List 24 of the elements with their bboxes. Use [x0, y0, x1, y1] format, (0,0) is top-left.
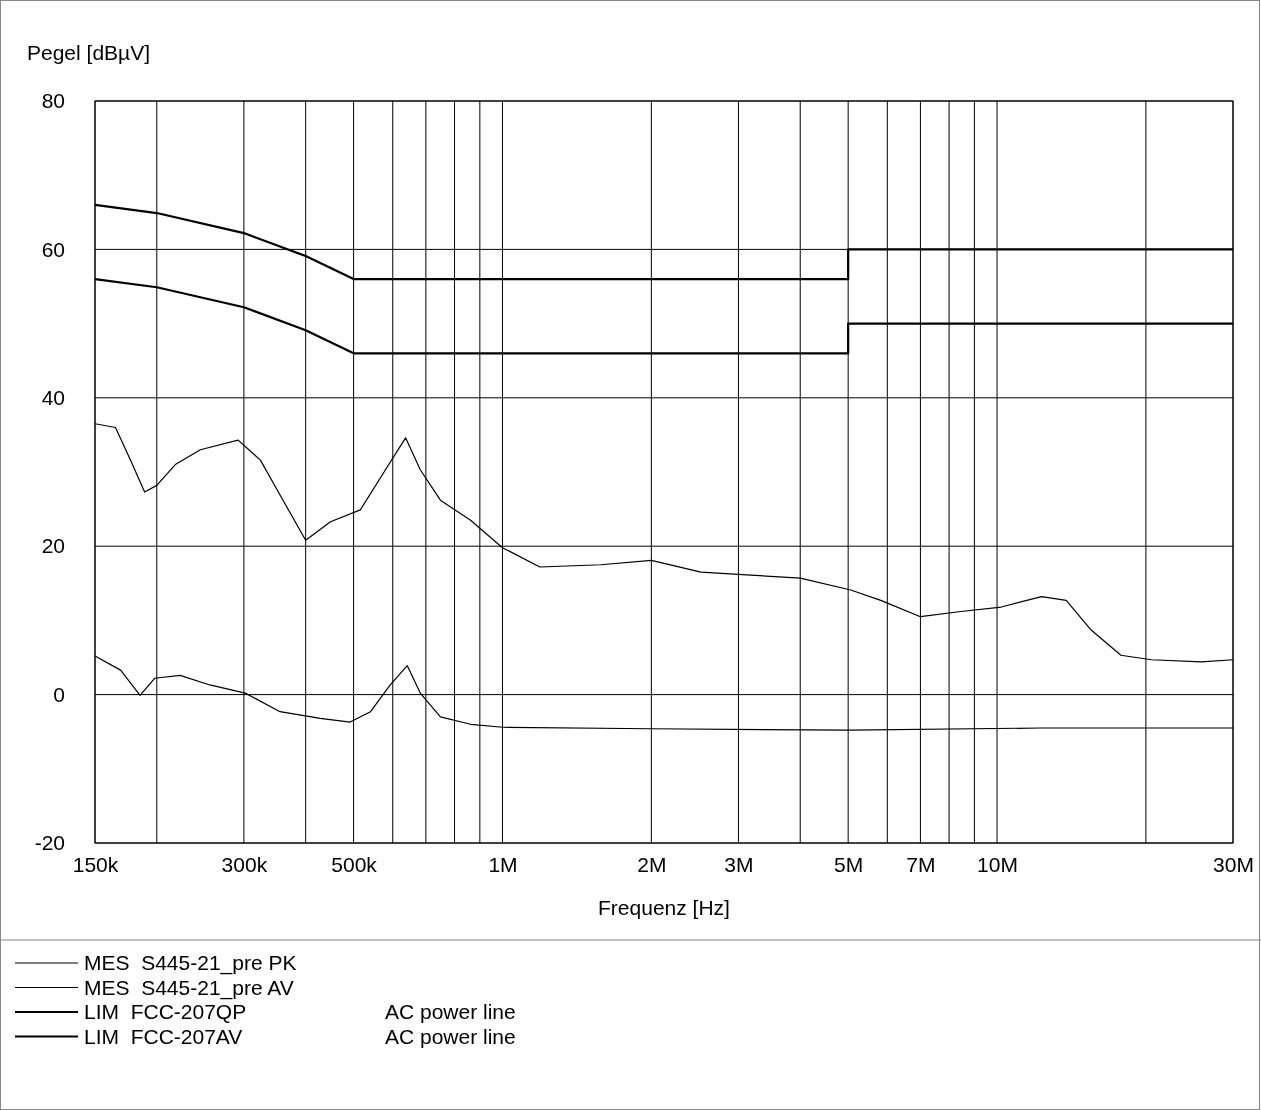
x-tick-label: 500k — [331, 852, 378, 876]
y-tick-label: 0 — [53, 682, 65, 706]
x-tick-label: 3M — [724, 852, 754, 876]
x-tick-label: 7M — [906, 852, 936, 876]
x-axis-title: Frequenz [Hz] — [598, 896, 730, 919]
x-tick-label: 30M — [1213, 852, 1254, 876]
x-tick-label: 2M — [637, 852, 667, 876]
y-tick-label: -20 — [34, 831, 65, 855]
x-tick-label: 10M — [977, 852, 1018, 876]
y-tick-label: 80 — [41, 89, 65, 113]
legend-label: MES S445-21_pre PK — [84, 951, 297, 975]
legend-label: LIM FCC-207AV — [84, 1024, 243, 1048]
legend-label: MES S445-21_pre AV — [84, 975, 294, 1000]
y-tick-label: 60 — [41, 237, 65, 261]
legend-label: LIM FCC-207QP — [84, 1000, 247, 1023]
x-tick-label: 300k — [221, 852, 268, 876]
x-tick-label: 5M — [834, 852, 864, 876]
y-tick-label: 20 — [41, 534, 65, 558]
x-tick-label: 150k — [72, 852, 119, 876]
y-tick-label: 40 — [41, 386, 65, 410]
y-axis-title: Pegel [dBµV] — [27, 41, 151, 64]
text: AC power line — [385, 1000, 516, 1023]
x-tick-label: 1M — [488, 852, 518, 876]
text: AC power line — [385, 1024, 516, 1048]
